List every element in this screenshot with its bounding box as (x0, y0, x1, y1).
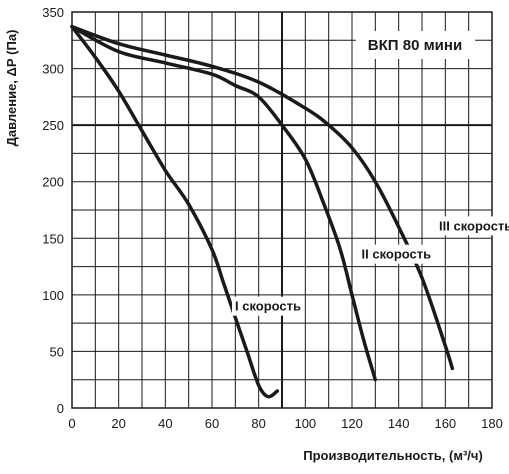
x-tick-label: 120 (341, 416, 363, 431)
x-tick-label: 20 (111, 416, 125, 431)
series-label-background (231, 296, 305, 316)
y-tick-label: 150 (42, 231, 64, 246)
y-tick-label: 0 (57, 401, 64, 416)
y-tick-label: 300 (42, 62, 64, 77)
series-line-3 (70, 24, 455, 371)
series-lines (70, 24, 455, 399)
series-label-background (436, 216, 509, 236)
x-tick-label: 100 (294, 416, 316, 431)
series-label-1: I скорость (235, 299, 301, 314)
series-label-2: II скорость (362, 247, 432, 262)
series-label-3: III скорость (439, 218, 509, 233)
series-line-2 (70, 24, 378, 382)
x-axis-title: Производительность, (м³/ч) (303, 448, 483, 463)
chart-title: ВКП 80 мини (368, 37, 462, 54)
x-tick-label: 0 (68, 416, 75, 431)
x-tick-label: 60 (205, 416, 219, 431)
axes: 0 20 40 60 80 100 120 140 160 180 0 50 100 150 200 250 3… (42, 5, 503, 431)
series-labels: I скорость II скорость III скорость (231, 216, 509, 316)
chart-title-box: ВКП 80 мини (356, 31, 475, 59)
series-line-1 (70, 24, 280, 399)
x-tick-label: 180 (481, 416, 503, 431)
y-axis-title: Давление, ΔР (Па) (4, 30, 19, 147)
x-tick-label: 80 (251, 416, 265, 431)
y-tick-label: 100 (42, 288, 64, 303)
plot-frame (71, 11, 493, 409)
y-tick-label: 350 (42, 5, 64, 20)
y-tick-label: 200 (42, 175, 64, 190)
x-tick-label: 40 (158, 416, 172, 431)
y-tick-label: 50 (50, 344, 64, 359)
x-tick-label: 140 (388, 416, 410, 431)
y-tick-label: 250 (42, 118, 64, 133)
grid (71, 11, 493, 409)
series-label-background (358, 244, 435, 264)
x-tick-label: 160 (434, 416, 456, 431)
